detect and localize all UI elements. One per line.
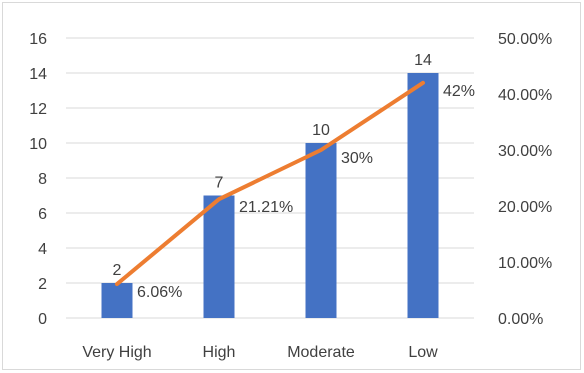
y-tick-label: 8 — [38, 171, 47, 188]
line-series — [115, 80, 425, 287]
y-tick-label: 2 — [38, 276, 47, 293]
y2-tick-label: 20.00% — [498, 199, 552, 216]
x-tick-label: High — [203, 344, 236, 361]
line-data-label: 21.21% — [239, 199, 293, 216]
bar-data-label: 7 — [215, 175, 224, 192]
line-data-label: 42% — [443, 83, 475, 100]
y-tick-label: 10 — [29, 136, 47, 153]
y2-tick-label: 50.00% — [498, 31, 552, 48]
y2-tick-label: 0.00% — [498, 311, 543, 328]
y2-tick-label: 10.00% — [498, 255, 552, 272]
y2-tick-label: 30.00% — [498, 143, 552, 160]
y-tick-label: 12 — [29, 101, 47, 118]
bar — [407, 73, 439, 318]
y-tick-label: 0 — [38, 311, 47, 328]
line-data-label: 6.06% — [137, 284, 182, 301]
y-tick-label: 4 — [38, 241, 47, 258]
x-tick-label: Moderate — [287, 344, 355, 361]
line-data-label: 30% — [341, 150, 373, 167]
bar-data-label: 10 — [312, 122, 330, 139]
y2-tick-label: 40.00% — [498, 87, 552, 104]
y-tick-label: 14 — [29, 66, 47, 83]
bar-data-label: 2 — [113, 262, 122, 279]
x-tick-label: Low — [408, 344, 438, 361]
bar — [203, 195, 235, 318]
x-tick-label: Very High — [82, 344, 151, 361]
y-tick-label: 16 — [29, 31, 47, 48]
chart-frame — [2, 2, 581, 370]
bar — [305, 143, 337, 318]
bar — [101, 283, 133, 318]
bar-data-label: 14 — [414, 52, 432, 69]
y-tick-label: 6 — [38, 206, 47, 223]
